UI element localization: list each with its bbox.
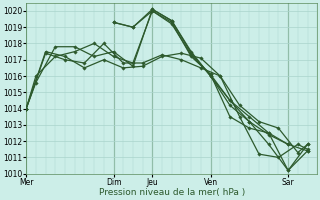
- X-axis label: Pression niveau de la mer( hPa ): Pression niveau de la mer( hPa ): [99, 188, 245, 197]
